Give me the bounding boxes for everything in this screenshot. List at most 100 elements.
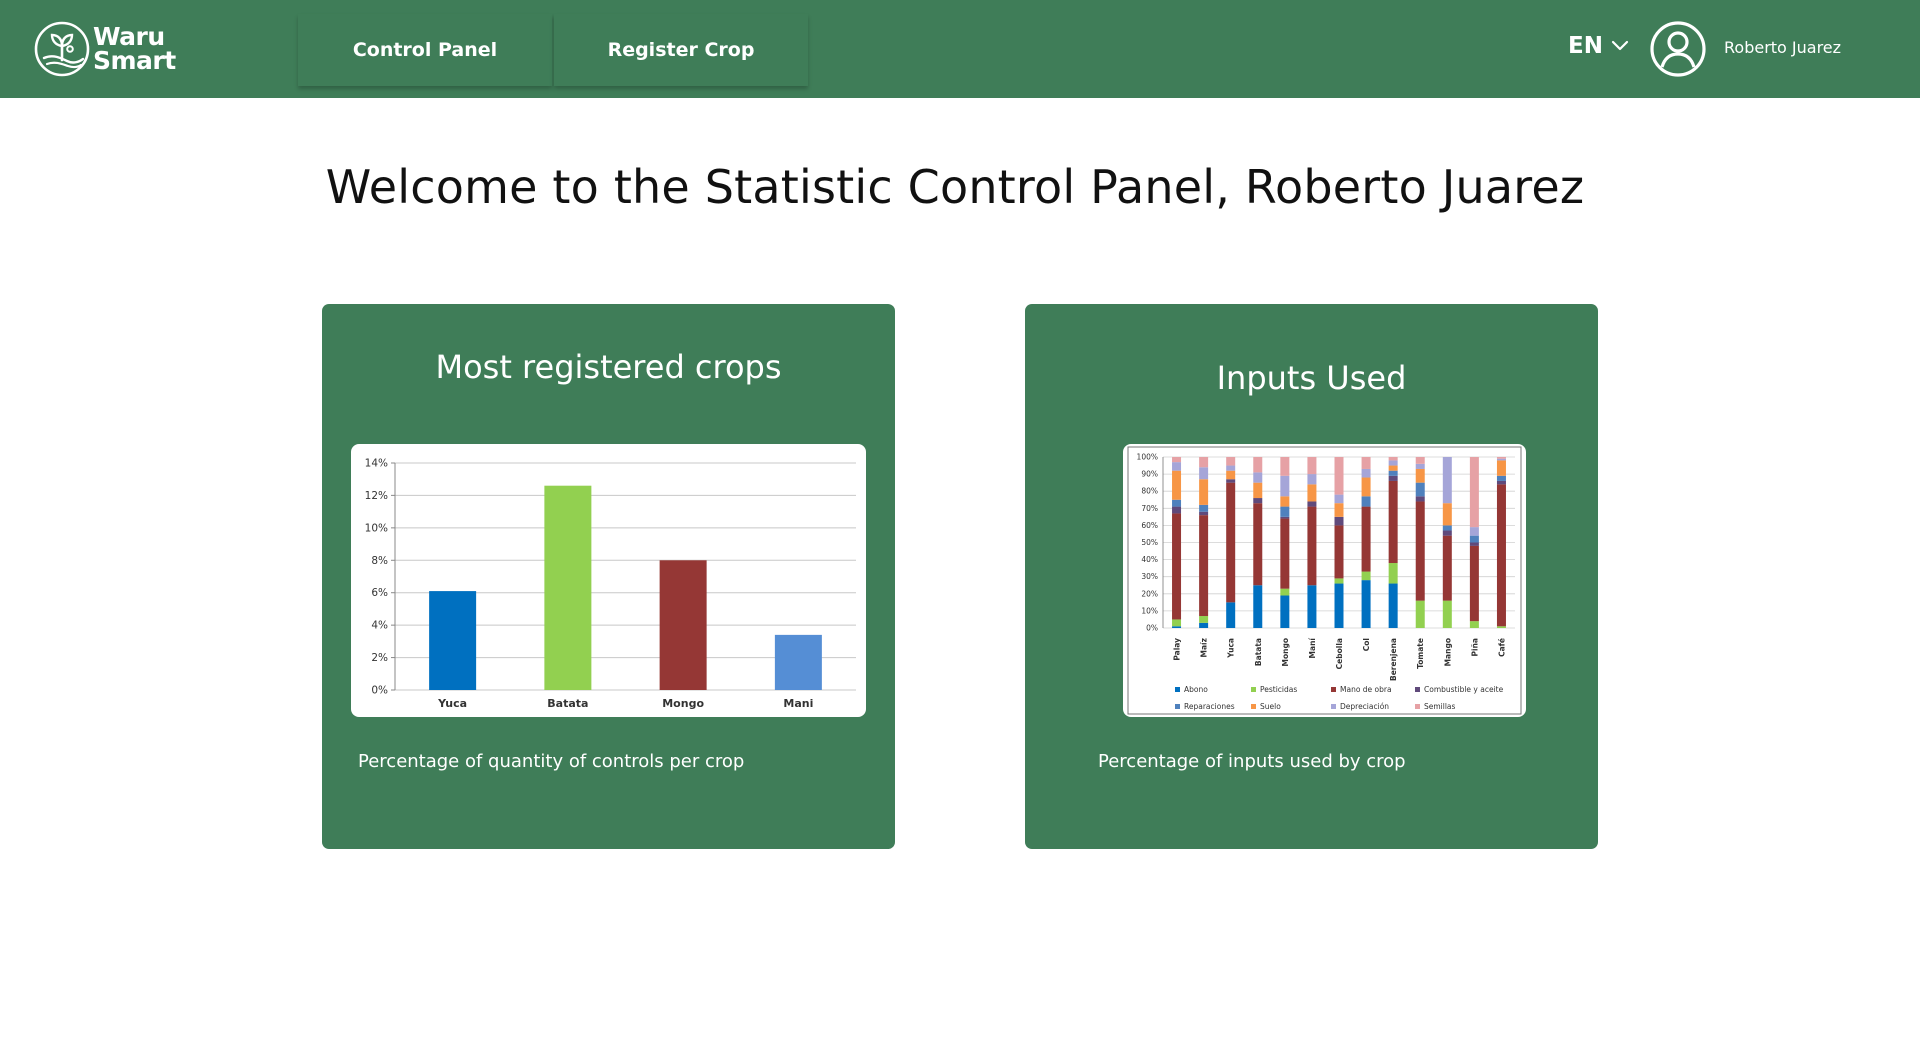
segment-suelo	[1388, 465, 1398, 471]
segment-combustible-y-aceite	[1415, 496, 1425, 502]
segment-combustible-y-aceite	[1172, 506, 1182, 514]
bar-mani	[774, 634, 822, 690]
segment-suelo	[1280, 496, 1290, 507]
segment-semillas	[1469, 457, 1479, 528]
segment-depreciaci-n	[1226, 465, 1236, 471]
segment-semillas	[1280, 457, 1290, 476]
x-tick-label: Mongo	[1281, 638, 1290, 666]
segment-combustible-y-aceite	[1226, 479, 1236, 483]
x-tick-label: Berenjena	[1389, 638, 1398, 681]
nav-tab-control-panel[interactable]: Control Panel	[298, 14, 552, 86]
segment-depreciaci-n	[1280, 475, 1290, 497]
x-tick-label: Mongo	[662, 697, 704, 710]
segment-combustible-y-aceite	[1253, 498, 1263, 504]
crops-bar-chart: 0% 2% 4% 6% 8% 10% 12% 14% Yuca Batata Mongo Mani	[365, 458, 856, 710]
segment-pesticidas	[1172, 619, 1182, 627]
segment-reparaciones	[1469, 535, 1479, 543]
segment-mano-de-obra	[1442, 535, 1452, 601]
segment-combustible-y-aceite	[1280, 516, 1290, 519]
segment-depreciaci-n	[1361, 468, 1371, 478]
segment-suelo	[1361, 477, 1371, 497]
y-tick-label: 60%	[1141, 521, 1158, 530]
x-tick-label: Cebolla	[1335, 638, 1344, 669]
y-tick-label: 14%	[365, 458, 388, 470]
x-tick-label: Tomate	[1416, 638, 1425, 669]
y-tick-label: 70%	[1141, 504, 1158, 513]
y-tick-label: 4%	[371, 620, 388, 632]
brand-line-2: Smart	[93, 46, 176, 75]
segment-semillas	[1226, 457, 1236, 466]
segment-mano-de-obra	[1172, 513, 1182, 620]
segment-pesticidas	[1415, 600, 1425, 628]
y-tick-label: 8%	[371, 555, 388, 567]
x-tick-label: Mani	[783, 697, 813, 710]
y-tick-label: 10%	[1141, 606, 1158, 615]
segment-suelo	[1199, 479, 1209, 505]
brand-line-1: Waru	[93, 22, 165, 51]
legend-swatch	[1331, 704, 1336, 709]
chevron-down-icon	[1611, 40, 1629, 51]
user-circle-icon[interactable]	[1649, 20, 1707, 78]
segment-semillas	[1199, 457, 1209, 468]
page-title: Welcome to the Statistic Control Panel, …	[325, 160, 1585, 214]
legend-swatch	[1415, 687, 1420, 692]
segment-pesticidas	[1388, 563, 1398, 584]
segment-abono	[1388, 583, 1398, 628]
x-tick-label: Mango	[1443, 638, 1452, 666]
bar-mongo	[659, 560, 707, 690]
segment-reparaciones	[1415, 482, 1425, 497]
language-selector[interactable]: EN	[1568, 33, 1629, 59]
segment-depreciaci-n	[1334, 494, 1344, 504]
segment-depreciaci-n	[1496, 458, 1506, 461]
segment-suelo	[1226, 470, 1236, 480]
segment-mano-de-obra	[1226, 482, 1236, 603]
legend-label: Suelo	[1260, 702, 1281, 711]
y-tick-label: 100%	[1137, 453, 1158, 462]
legend-swatch	[1175, 687, 1180, 692]
segment-depreciaci-n	[1469, 527, 1479, 536]
segment-abono	[1199, 622, 1209, 628]
legend-label: Combustible y aceite	[1424, 685, 1504, 694]
x-tick-label: Yuca	[437, 697, 467, 710]
legend-swatch	[1331, 687, 1336, 692]
segment-semillas	[1334, 457, 1344, 495]
segment-pesticidas	[1496, 626, 1506, 628]
y-tick-label: 90%	[1141, 470, 1158, 479]
segment-reparaciones	[1199, 504, 1209, 512]
brand-logo[interactable]: Waru Smart	[33, 17, 193, 81]
y-tick-label: 0%	[1146, 624, 1158, 633]
segment-abono	[1334, 583, 1344, 628]
segment-abono	[1280, 595, 1290, 628]
x-tick-label: Maní	[1308, 638, 1317, 659]
segment-suelo	[1496, 460, 1506, 476]
top-navigation-bar: Waru Smart Control Panel Register Crop E…	[0, 0, 1920, 98]
nav-tab-register-crop[interactable]: Register Crop	[554, 14, 808, 86]
y-tick-label: 10%	[365, 522, 388, 534]
y-tick-label: 40%	[1141, 555, 1158, 564]
segment-combustible-y-aceite	[1307, 501, 1317, 507]
segment-reparaciones	[1361, 496, 1371, 507]
chart-frame	[1127, 446, 1522, 715]
user-name[interactable]: Roberto Juarez	[1724, 38, 1842, 57]
segment-depreciaci-n	[1172, 462, 1182, 471]
crops-bar-chart-container: 0% 2% 4% 6% 8% 10% 12% 14% Yuca Batata Mongo Mani	[351, 444, 866, 717]
segment-suelo	[1172, 470, 1182, 500]
y-tick-label: 20%	[1141, 589, 1158, 598]
segment-pesticidas	[1442, 600, 1452, 628]
legend-label: Pesticidas	[1260, 685, 1297, 694]
segment-depreciaci-n	[1415, 463, 1425, 469]
legend-label: Semillas	[1424, 702, 1456, 711]
segment-semillas	[1361, 457, 1371, 469]
segment-mano-de-obra	[1280, 518, 1290, 589]
sprout-logo-icon	[34, 21, 90, 77]
y-tick-label: 2%	[371, 652, 388, 664]
segment-suelo	[1415, 468, 1425, 483]
legend-swatch	[1251, 687, 1256, 692]
segment-depreciaci-n	[1253, 472, 1263, 483]
x-tick-label: Batata	[1254, 638, 1263, 666]
segment-abono	[1226, 602, 1236, 628]
inputs-stacked-chart-container: 0% 10% 20% 30% 40% 50% 60% 70% 80% 90% 100% Palay Ma…	[1123, 444, 1526, 717]
segment-semillas	[1253, 457, 1263, 473]
bar-yuca	[429, 591, 477, 690]
segment-reparaciones	[1442, 525, 1452, 531]
